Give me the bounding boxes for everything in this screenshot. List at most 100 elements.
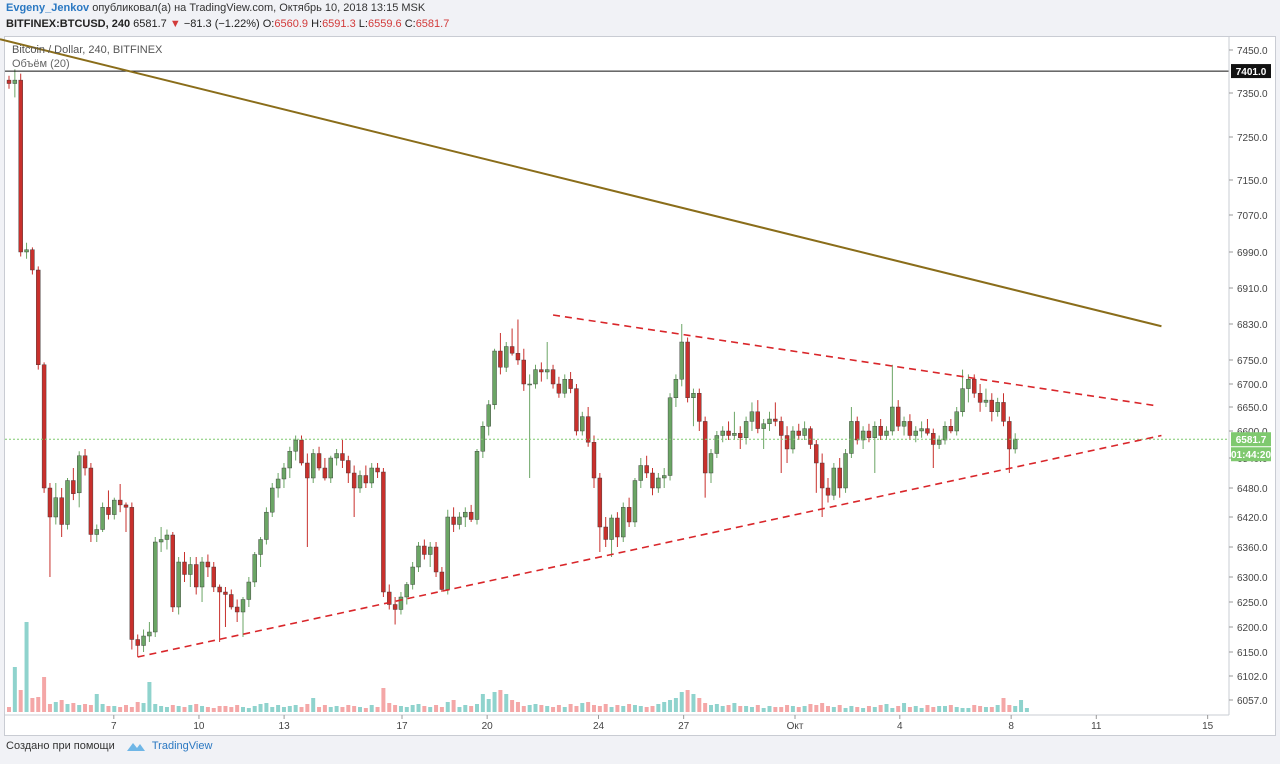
tradingview-brand-link[interactable]: TradingView <box>151 740 213 752</box>
candle-body <box>346 460 351 474</box>
candle-body <box>966 379 971 389</box>
candle-body <box>328 457 333 479</box>
horizontal-line-price-label: 7401.0 <box>1236 67 1267 78</box>
volume-bar <box>492 692 497 712</box>
candle-body <box>117 499 123 506</box>
candle-body <box>948 426 954 432</box>
volume-bar <box>159 706 164 712</box>
volume-bar <box>1007 705 1012 712</box>
candle-body <box>316 453 322 469</box>
candle-body <box>890 406 895 432</box>
volume-bar <box>217 706 222 712</box>
volume-bars <box>7 622 1029 712</box>
volume-bar <box>334 706 339 712</box>
volume-bar <box>100 704 105 712</box>
candle-body <box>94 529 99 535</box>
candle-body <box>814 444 819 464</box>
volume-bar <box>738 706 743 712</box>
volume-bar <box>124 705 128 712</box>
candle-body <box>936 439 942 445</box>
candle-body <box>960 388 965 413</box>
volume-bar <box>281 707 286 712</box>
y-tick-label: 6150.0 <box>1237 648 1268 659</box>
volume-bar <box>106 706 111 712</box>
candle-body <box>819 462 825 489</box>
candle-body <box>182 561 187 575</box>
volume-bar <box>609 707 614 712</box>
volume-bar <box>510 700 515 712</box>
candle-body <box>416 545 421 568</box>
volume-bar <box>375 707 380 712</box>
author-link[interactable]: Evgeny_Jenkov <box>6 2 90 14</box>
volume-bar <box>662 702 667 712</box>
y-tick-label: 7350.0 <box>1237 89 1268 100</box>
candle-body <box>363 475 369 484</box>
x-tick-label: 20 <box>482 721 494 732</box>
candle-body <box>591 442 597 479</box>
volume-bar <box>42 677 47 712</box>
candle-body <box>603 526 608 540</box>
volume-bar <box>404 707 409 712</box>
candle-body <box>866 430 872 438</box>
volume-bar <box>972 705 977 712</box>
candle-body <box>486 404 491 427</box>
volume-bar <box>814 705 819 712</box>
candle-body <box>708 453 714 474</box>
candle-body <box>509 346 515 354</box>
volume-legend: Объём (20) <box>12 58 70 70</box>
candle-body <box>387 591 392 605</box>
trend-lines <box>0 38 1229 658</box>
volume-bar <box>352 706 357 712</box>
volume-bar <box>720 706 725 712</box>
volume-bar <box>486 699 491 712</box>
volume-bar <box>147 682 152 712</box>
created-with-text: Создано при помощи <box>6 740 115 752</box>
volume-bar <box>498 690 503 712</box>
candle-body <box>849 421 854 454</box>
volume-bar <box>884 704 889 712</box>
volume-bar <box>685 690 690 712</box>
candle-body <box>644 465 649 474</box>
candle-body <box>720 430 725 436</box>
candle-body <box>995 402 1000 412</box>
candle-body <box>972 379 977 394</box>
candle-body <box>264 511 269 540</box>
candle-body <box>305 462 310 479</box>
x-tick-label: 10 <box>193 721 205 732</box>
open-label: O: <box>262 18 275 30</box>
volume-bar <box>410 705 415 712</box>
candle-body <box>193 564 199 588</box>
x-tick-label: 8 <box>1008 721 1014 732</box>
y-tick-label: 7450.0 <box>1237 46 1268 57</box>
candle-body <box>299 439 304 464</box>
volume-bar <box>205 707 210 712</box>
candle-body <box>457 516 462 525</box>
volume-bar <box>732 703 737 712</box>
volume-bar <box>317 707 322 712</box>
candle-body <box>24 249 29 253</box>
bar-countdown-label-bg <box>1231 447 1271 462</box>
volume-bar <box>129 707 134 712</box>
candle-body <box>211 566 216 588</box>
candle-body <box>205 561 211 568</box>
candle-body <box>47 487 53 518</box>
candle-body <box>504 346 509 368</box>
volume-bar <box>943 706 947 712</box>
volume-bar <box>398 706 403 712</box>
volume-bar <box>849 706 854 712</box>
volume-bar <box>603 704 608 712</box>
volume-bar <box>937 706 942 712</box>
volume-bar <box>533 704 538 712</box>
volume-bar <box>176 706 181 712</box>
chart-frame[interactable] <box>4 36 1276 736</box>
volume-bar <box>475 704 479 712</box>
volume-bar <box>925 705 930 712</box>
volume-bar <box>703 703 708 712</box>
volume-bar <box>200 706 205 712</box>
candle-body <box>925 428 930 434</box>
candle-body <box>831 467 837 496</box>
candle-body <box>843 453 848 489</box>
volume-bar <box>164 707 169 712</box>
candle-body <box>913 430 918 436</box>
